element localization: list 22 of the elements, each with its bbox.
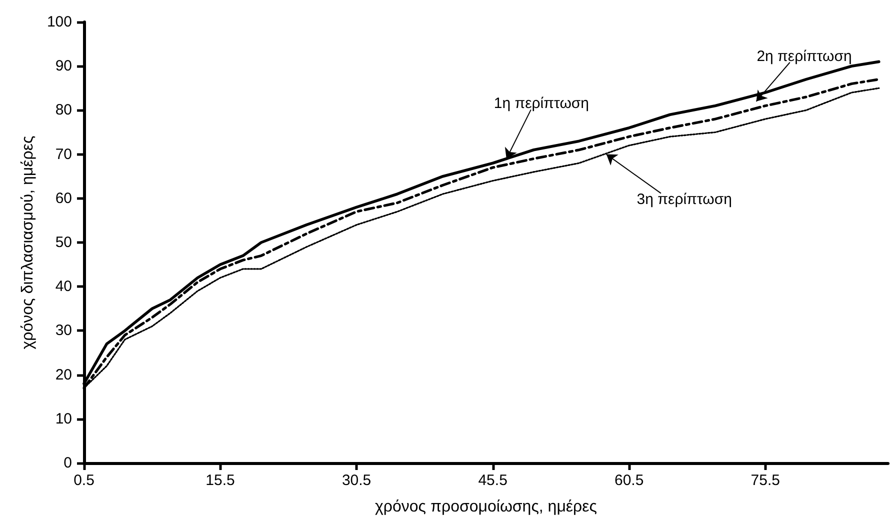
- y-tick-label: 40: [55, 278, 72, 296]
- x-tick-label: 30.5: [342, 472, 372, 489]
- y-tick-label: 0: [64, 454, 72, 472]
- x-tick-label: 75.5: [750, 472, 780, 489]
- y-tick-label: 30: [55, 322, 72, 340]
- y-tick-label: 20: [55, 366, 72, 384]
- x-tick-label: 15.5: [206, 472, 235, 489]
- y-tick-label: 100: [46, 14, 72, 30]
- y-tick-label: 10: [55, 410, 72, 428]
- annotation: 1η περίπτωση: [494, 95, 590, 112]
- y-tick-label: 80: [55, 102, 72, 119]
- annotation: 2η περίπτωση: [756, 48, 852, 65]
- y-tick-label: 60: [55, 190, 72, 207]
- x-tick-label: 0.5: [74, 472, 94, 489]
- annotation: 3η περίπτωση: [636, 190, 732, 208]
- x-tick-label: 45.5: [478, 472, 508, 489]
- y-tick-label: 90: [55, 58, 72, 75]
- x-tick-label: 60.5: [614, 472, 644, 489]
- y-axis-title: χρόνος διπλασιασμού, ημέρες: [20, 135, 37, 350]
- y-tick-label: 70: [55, 146, 72, 163]
- x-axis-title: χρόνος προσομοίωσης, ημέρες: [375, 498, 598, 516]
- y-tick-label: 50: [55, 234, 72, 251]
